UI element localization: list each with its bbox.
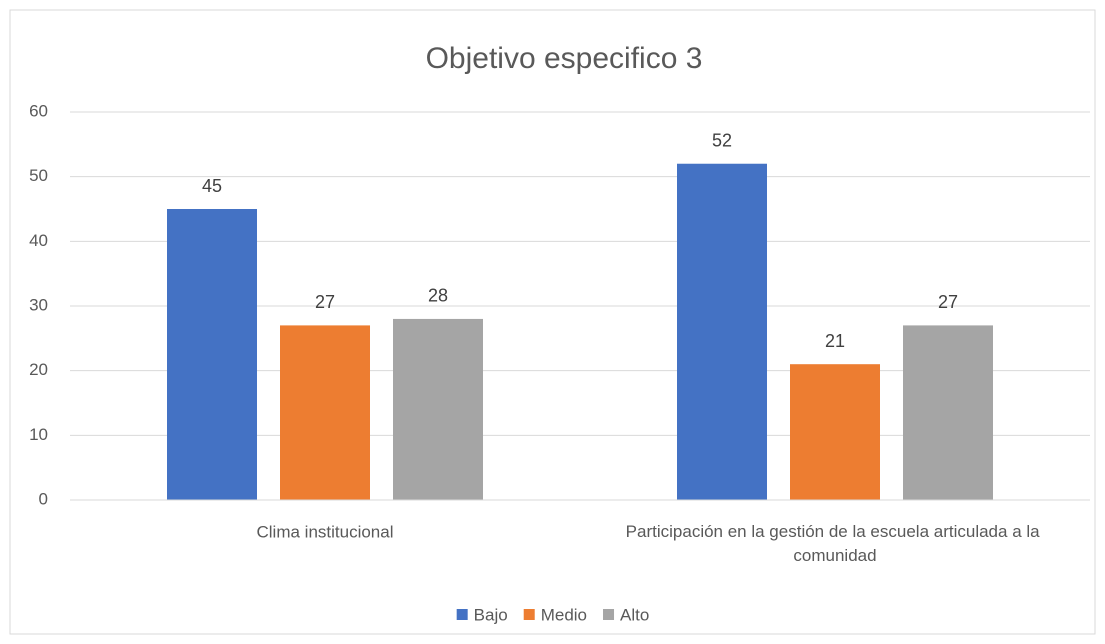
y-tick-label: 20 [29, 360, 48, 379]
y-tick-label: 0 [39, 489, 48, 508]
y-tick-label: 30 [29, 295, 48, 314]
data-label: 45 [202, 176, 222, 196]
bar [903, 325, 993, 500]
bar [790, 364, 880, 500]
legend-swatch [603, 609, 615, 620]
data-label: 28 [428, 286, 448, 306]
legend-swatch [456, 609, 468, 620]
bar [280, 325, 370, 500]
data-label: 27 [315, 292, 335, 312]
data-label: 27 [938, 292, 958, 312]
y-tick-label: 40 [29, 231, 48, 250]
x-tick-label: Participación en la gestión de la escuel… [626, 522, 1045, 565]
y-tick-label: 10 [29, 425, 48, 444]
y-tick-label: 50 [29, 166, 48, 185]
data-label: 21 [825, 331, 845, 351]
bar [167, 209, 257, 500]
bar [677, 163, 767, 500]
chart-title: Objetivo especifico 3 [426, 42, 703, 75]
legend-label: Bajo [474, 605, 508, 624]
legend-label: Medio [541, 605, 587, 624]
x-tick-label: Clima institucional [257, 522, 394, 541]
bar [393, 318, 483, 500]
data-label: 52 [712, 130, 732, 150]
y-tick-label: 60 [29, 101, 48, 120]
legend-label: Alto [620, 605, 649, 624]
legend-swatch [523, 609, 535, 620]
